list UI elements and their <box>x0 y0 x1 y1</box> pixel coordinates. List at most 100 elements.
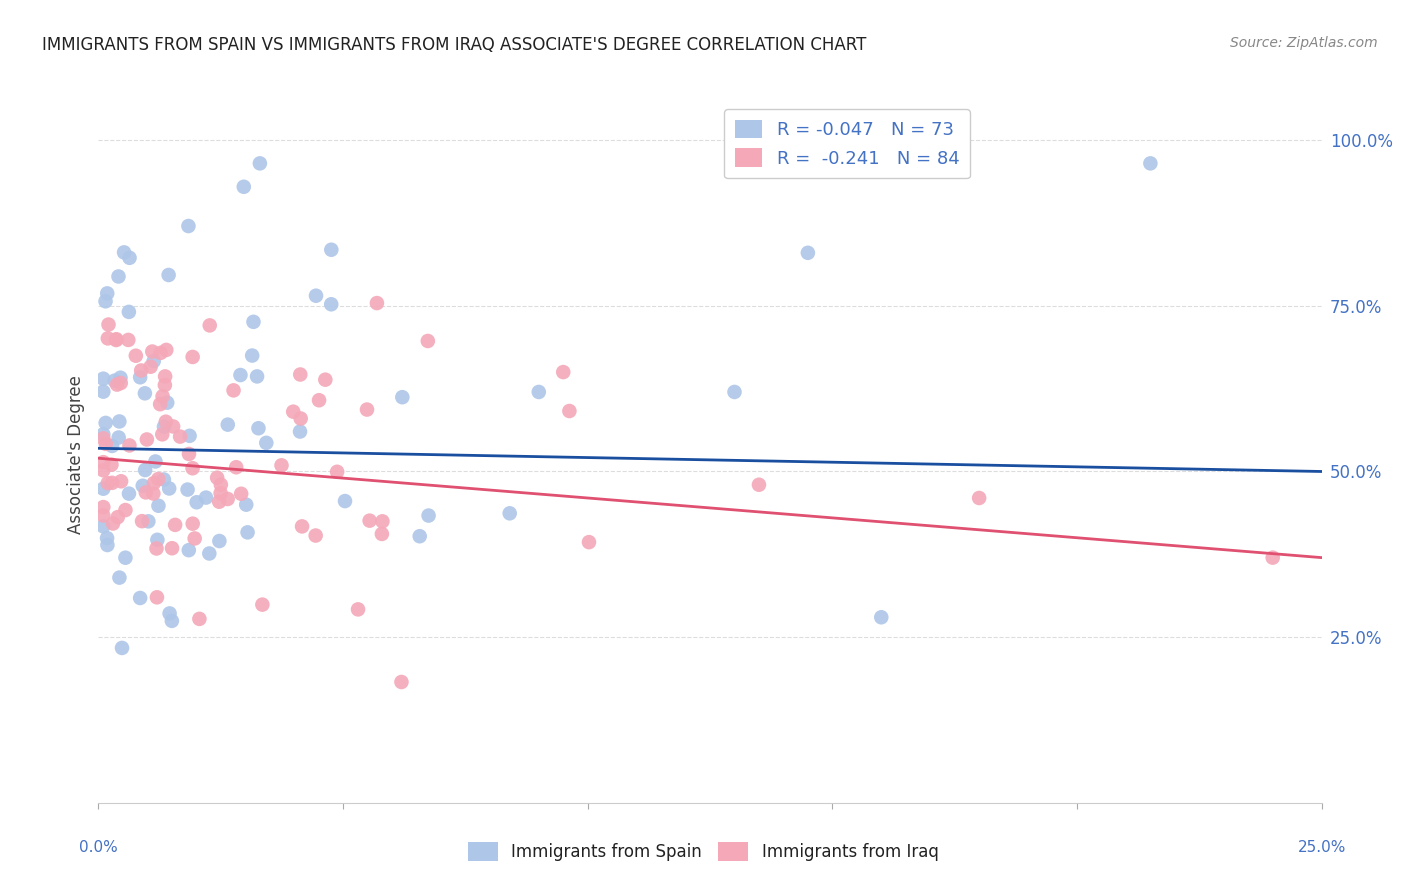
Point <box>290 368 312 382</box>
Point <box>111 640 134 655</box>
Point <box>139 359 162 374</box>
Point <box>366 296 388 310</box>
Point <box>308 393 330 408</box>
Point <box>101 439 124 453</box>
Point <box>131 514 153 528</box>
Point <box>132 479 155 493</box>
Point <box>148 499 170 513</box>
Legend: R = -0.047   N = 73, R =  -0.241   N = 84: R = -0.047 N = 73, R = -0.241 N = 84 <box>724 109 970 178</box>
Point <box>105 377 128 392</box>
Point <box>112 245 135 260</box>
Point <box>208 494 231 508</box>
Point <box>118 251 141 265</box>
Point <box>107 269 129 284</box>
Point <box>146 533 169 547</box>
Point <box>321 297 343 311</box>
Point <box>181 461 204 475</box>
Point <box>359 514 381 528</box>
Point <box>107 510 129 524</box>
Point <box>153 473 176 487</box>
Point <box>232 179 254 194</box>
Point <box>97 318 120 332</box>
Point <box>129 591 152 605</box>
Point <box>391 675 413 690</box>
Point <box>157 482 180 496</box>
Point <box>186 495 208 509</box>
Text: Source: ZipAtlas.com: Source: ZipAtlas.com <box>1230 36 1378 50</box>
Point <box>94 437 117 451</box>
Y-axis label: Associate's Degree: Associate's Degree <box>66 376 84 534</box>
Point <box>101 516 124 531</box>
Point <box>91 463 114 477</box>
Point <box>105 333 128 347</box>
Point <box>110 475 132 489</box>
Point <box>148 472 170 486</box>
Point <box>217 491 239 506</box>
Point <box>103 374 125 388</box>
Point <box>231 487 253 501</box>
Point <box>183 532 205 546</box>
Point <box>125 349 148 363</box>
Point <box>553 365 575 379</box>
Point <box>91 431 114 445</box>
Point <box>205 471 228 485</box>
Point <box>96 531 118 545</box>
Point <box>91 427 114 442</box>
Point <box>870 610 893 624</box>
Point <box>97 476 120 491</box>
Point <box>155 415 177 429</box>
Point <box>249 156 271 170</box>
Point <box>246 369 269 384</box>
Point <box>160 614 183 628</box>
Point <box>1261 550 1284 565</box>
Point <box>156 395 179 409</box>
Point <box>240 349 263 363</box>
Point <box>179 429 201 443</box>
Point <box>94 294 117 309</box>
Point <box>418 508 440 523</box>
Point <box>145 454 167 468</box>
Point <box>222 384 245 398</box>
Point <box>198 546 221 560</box>
Point <box>129 370 152 384</box>
Point <box>283 405 305 419</box>
Point <box>91 508 114 523</box>
Point <box>105 332 128 346</box>
Point <box>195 491 218 505</box>
Point <box>527 384 550 399</box>
Point <box>117 333 139 347</box>
Point <box>217 417 239 432</box>
Point <box>247 421 270 435</box>
Point <box>291 519 314 533</box>
Point <box>134 463 156 477</box>
Point <box>94 416 117 430</box>
Point <box>236 525 259 540</box>
Point <box>177 447 200 461</box>
Point <box>169 429 191 443</box>
Point <box>416 334 439 348</box>
Point <box>91 372 114 386</box>
Point <box>797 245 820 260</box>
Point <box>142 476 165 491</box>
Point <box>157 268 180 282</box>
Point <box>146 591 169 605</box>
Point <box>225 460 247 475</box>
Point <box>371 527 394 541</box>
Point <box>153 419 176 434</box>
Point <box>209 486 232 500</box>
Point <box>198 318 221 333</box>
Point <box>209 477 232 491</box>
Point <box>107 430 129 444</box>
Point <box>305 289 328 303</box>
Point <box>967 491 990 505</box>
Point <box>162 419 184 434</box>
Point <box>177 543 200 558</box>
Point <box>165 517 187 532</box>
Point <box>142 486 165 500</box>
Point <box>409 529 432 543</box>
Point <box>181 350 204 364</box>
Point <box>176 483 198 497</box>
Point <box>114 503 136 517</box>
Point <box>108 414 131 428</box>
Point <box>97 331 120 345</box>
